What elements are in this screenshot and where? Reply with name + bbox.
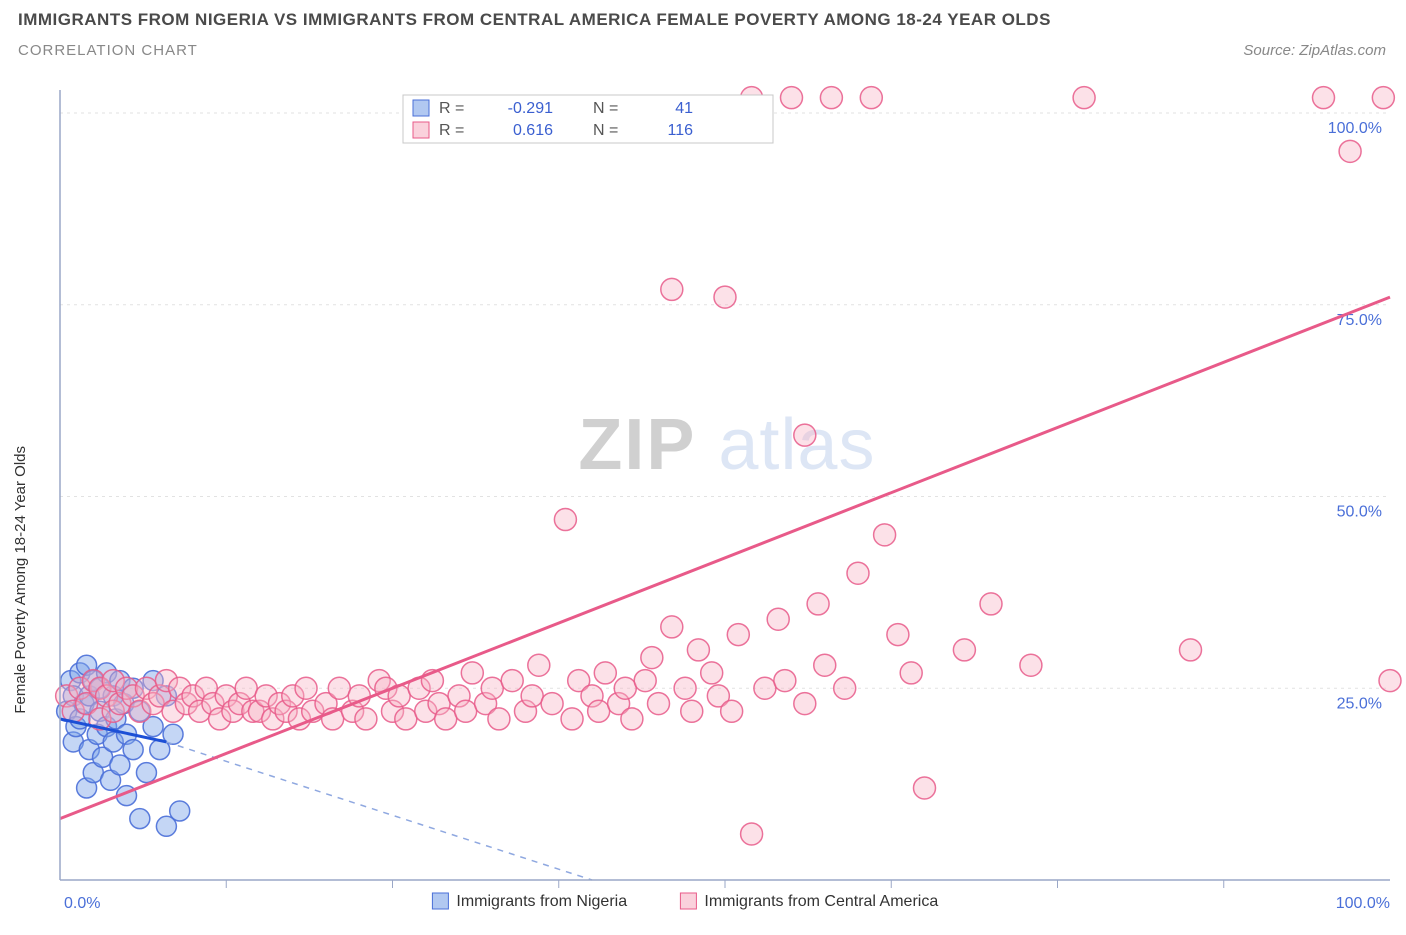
- stats-swatch-central_america: [413, 122, 429, 138]
- stats-n-label-central_america: N =: [593, 122, 618, 139]
- watermark-zip: ZIP: [578, 405, 696, 485]
- data-point-central_america: [1180, 639, 1202, 661]
- y-axis-title: Female Poverty Among 18-24 Year Olds: [12, 446, 29, 714]
- data-point-central_america: [328, 677, 350, 699]
- data-point-central_america: [860, 87, 882, 109]
- data-point-central_america: [900, 662, 922, 684]
- data-point-central_america: [1372, 87, 1394, 109]
- legend-swatch-nigeria: [432, 893, 448, 909]
- data-point-central_america: [435, 708, 457, 730]
- y-tick-label: 25.0%: [1337, 695, 1382, 712]
- data-point-central_america: [561, 708, 583, 730]
- title-text: IMMIGRANTS FROM NIGERIA VS IMMIGRANTS FR…: [18, 10, 1051, 29]
- data-point-central_america: [614, 677, 636, 699]
- source-attribution: Source: ZipAtlas.com: [1243, 42, 1386, 59]
- data-point-nigeria: [136, 763, 156, 783]
- data-point-central_america: [1339, 140, 1361, 162]
- data-point-central_america: [727, 624, 749, 646]
- y-tick-label: 50.0%: [1337, 504, 1382, 521]
- legend-swatch-central_america: [680, 893, 696, 909]
- chart-title: IMMIGRANTS FROM NIGERIA VS IMMIGRANTS FR…: [18, 10, 1051, 30]
- data-point-central_america: [501, 670, 523, 692]
- data-point-central_america: [488, 708, 510, 730]
- data-point-central_america: [980, 593, 1002, 615]
- data-point-central_america: [594, 662, 616, 684]
- data-point-central_america: [1313, 87, 1335, 109]
- data-point-central_america: [781, 87, 803, 109]
- trend-extension-nigeria: [166, 742, 592, 880]
- data-point-central_america: [621, 708, 643, 730]
- stats-n-label-nigeria: N =: [593, 100, 618, 117]
- chart-svg: 25.0%50.0%75.0%100.0%ZIPatlas0.0%100.0%F…: [0, 0, 1406, 930]
- data-point-nigeria: [170, 801, 190, 821]
- source-name: ZipAtlas.com: [1299, 42, 1386, 59]
- data-point-central_america: [634, 670, 656, 692]
- data-point-central_america: [461, 662, 483, 684]
- stats-swatch-nigeria: [413, 100, 429, 116]
- data-point-central_america: [847, 562, 869, 584]
- data-point-central_america: [1073, 87, 1095, 109]
- data-point-central_america: [395, 708, 417, 730]
- data-point-nigeria: [123, 740, 143, 760]
- data-point-central_america: [521, 685, 543, 707]
- data-point-central_america: [754, 677, 776, 699]
- subtitle-text: CORRELATION CHART: [18, 42, 198, 59]
- data-point-central_america: [681, 700, 703, 722]
- x-tick-100: 100.0%: [1336, 895, 1390, 912]
- stats-n-value-nigeria: 41: [675, 100, 693, 117]
- data-point-central_america: [814, 654, 836, 676]
- data-point-central_america: [588, 700, 610, 722]
- watermark-atlas: atlas: [718, 405, 875, 485]
- chart-subtitle: CORRELATION CHART: [18, 42, 198, 60]
- data-point-central_america: [953, 639, 975, 661]
- stats-r-value-nigeria: -0.291: [508, 100, 553, 117]
- data-point-central_america: [701, 662, 723, 684]
- data-point-central_america: [295, 677, 317, 699]
- data-point-nigeria: [130, 809, 150, 829]
- data-point-central_america: [774, 670, 796, 692]
- data-point-central_america: [481, 677, 503, 699]
- data-point-central_america: [648, 693, 670, 715]
- data-point-central_america: [721, 700, 743, 722]
- data-point-central_america: [235, 677, 257, 699]
- y-tick-label: 100.0%: [1328, 120, 1382, 137]
- chart-container: IMMIGRANTS FROM NIGERIA VS IMMIGRANTS FR…: [0, 0, 1406, 930]
- stats-r-label-nigeria: R =: [439, 100, 464, 117]
- data-point-central_america: [767, 608, 789, 630]
- data-point-central_america: [834, 677, 856, 699]
- data-point-central_america: [528, 654, 550, 676]
- x-tick-0: 0.0%: [64, 895, 100, 912]
- data-point-central_america: [641, 647, 663, 669]
- data-point-central_america: [661, 616, 683, 638]
- stats-r-label-central_america: R =: [439, 122, 464, 139]
- legend-label-central_america: Immigrants from Central America: [704, 893, 938, 910]
- legend-label-nigeria: Immigrants from Nigeria: [456, 893, 627, 910]
- data-point-central_america: [541, 693, 563, 715]
- data-point-central_america: [1379, 670, 1401, 692]
- data-point-central_america: [887, 624, 909, 646]
- data-point-central_america: [554, 509, 576, 531]
- data-point-central_america: [714, 286, 736, 308]
- data-point-central_america: [874, 524, 896, 546]
- data-point-central_america: [355, 708, 377, 730]
- data-point-central_america: [741, 823, 763, 845]
- data-point-central_america: [807, 593, 829, 615]
- data-point-central_america: [914, 777, 936, 799]
- trend-line-central_america: [60, 297, 1390, 819]
- data-point-central_america: [455, 700, 477, 722]
- data-point-central_america: [820, 87, 842, 109]
- stats-n-value-central_america: 116: [667, 122, 693, 139]
- stats-r-value-central_america: 0.616: [513, 122, 553, 139]
- data-point-central_america: [794, 693, 816, 715]
- data-point-central_america: [687, 639, 709, 661]
- data-point-central_america: [1020, 654, 1042, 676]
- data-point-central_america: [674, 677, 696, 699]
- data-point-central_america: [794, 424, 816, 446]
- source-prefix: Source:: [1243, 42, 1299, 59]
- data-point-central_america: [661, 278, 683, 300]
